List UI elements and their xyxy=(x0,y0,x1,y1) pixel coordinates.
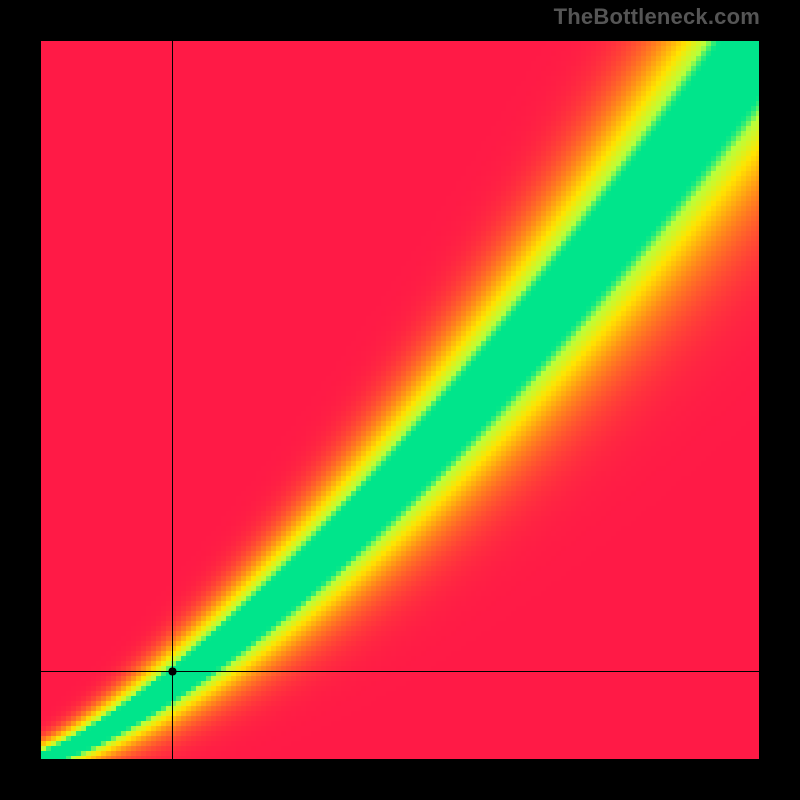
watermark-label: TheBottleneck.com xyxy=(554,4,760,30)
bottleneck-heatmap xyxy=(41,41,759,759)
